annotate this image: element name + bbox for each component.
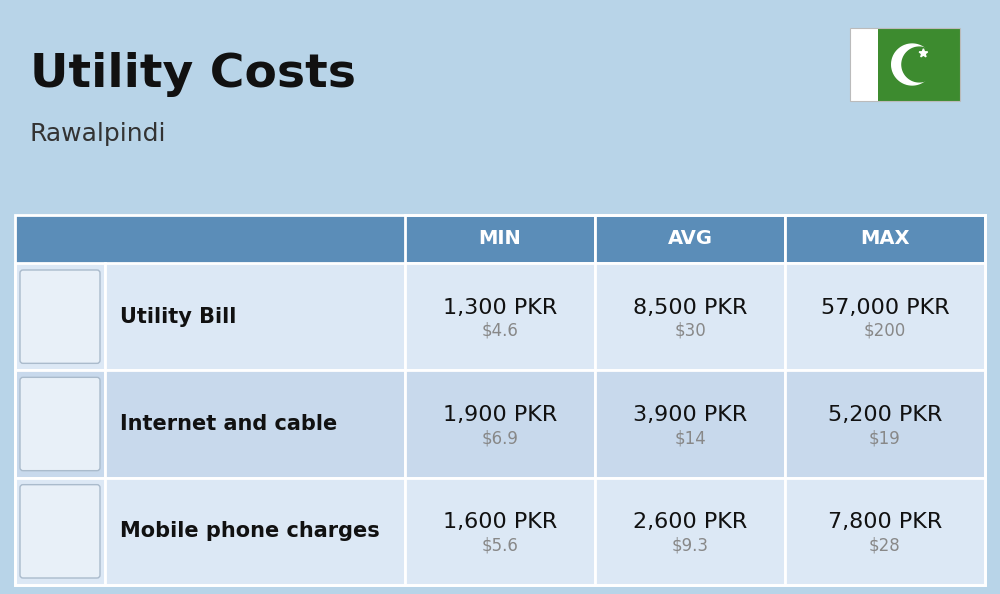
- Polygon shape: [892, 44, 933, 85]
- Text: AVG: AVG: [668, 229, 712, 248]
- Bar: [105, 478, 405, 585]
- Bar: [785, 370, 985, 478]
- Text: $19: $19: [869, 429, 901, 447]
- Text: 7,800 PKR: 7,800 PKR: [828, 513, 942, 532]
- Bar: [15, 215, 985, 585]
- Text: $200: $200: [864, 322, 906, 340]
- Text: Rawalpindi: Rawalpindi: [30, 122, 166, 146]
- Text: Internet and cable: Internet and cable: [120, 414, 337, 434]
- Bar: [850, 28, 878, 101]
- Bar: [405, 370, 595, 478]
- Bar: [595, 263, 785, 370]
- Bar: [405, 478, 595, 585]
- Text: MAX: MAX: [860, 229, 910, 248]
- Bar: [105, 263, 405, 370]
- Bar: [405, 263, 595, 370]
- Text: $30: $30: [674, 322, 706, 340]
- Text: Mobile phone charges: Mobile phone charges: [120, 522, 380, 541]
- Bar: [15, 478, 105, 585]
- Bar: [878, 28, 960, 101]
- Bar: [785, 478, 985, 585]
- Text: $5.6: $5.6: [482, 536, 518, 554]
- Text: 1,900 PKR: 1,900 PKR: [443, 405, 557, 425]
- Bar: [785, 263, 985, 370]
- Text: $6.9: $6.9: [482, 429, 518, 447]
- Text: MIN: MIN: [479, 229, 521, 248]
- Text: Utility Bill: Utility Bill: [120, 307, 236, 327]
- Text: 1,300 PKR: 1,300 PKR: [443, 298, 557, 318]
- FancyBboxPatch shape: [20, 377, 100, 470]
- FancyBboxPatch shape: [20, 485, 100, 578]
- Text: 8,500 PKR: 8,500 PKR: [633, 298, 747, 318]
- Bar: [15, 370, 105, 478]
- Text: $9.3: $9.3: [672, 536, 708, 554]
- Bar: [105, 370, 405, 478]
- Text: 57,000 PKR: 57,000 PKR: [821, 298, 949, 318]
- Polygon shape: [902, 47, 937, 82]
- Bar: [405, 215, 595, 263]
- Bar: [595, 370, 785, 478]
- Bar: [850, 28, 960, 101]
- Text: 5,200 PKR: 5,200 PKR: [828, 405, 942, 425]
- Bar: [595, 215, 785, 263]
- Bar: [15, 215, 405, 263]
- Text: $4.6: $4.6: [482, 322, 518, 340]
- Bar: [785, 215, 985, 263]
- Text: Utility Costs: Utility Costs: [30, 52, 356, 97]
- FancyBboxPatch shape: [20, 270, 100, 364]
- Text: $14: $14: [674, 429, 706, 447]
- Bar: [15, 263, 105, 370]
- Polygon shape: [919, 49, 928, 57]
- Text: $28: $28: [869, 536, 901, 554]
- Text: 1,600 PKR: 1,600 PKR: [443, 513, 557, 532]
- Text: 2,600 PKR: 2,600 PKR: [633, 513, 747, 532]
- Bar: [595, 478, 785, 585]
- Text: 3,900 PKR: 3,900 PKR: [633, 405, 747, 425]
